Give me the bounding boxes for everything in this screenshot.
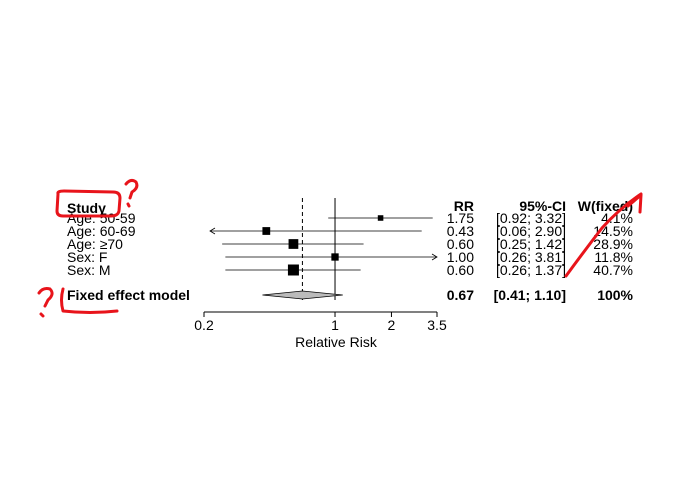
study-weight: 28.9%: [593, 236, 633, 252]
pooled-rr: 0.67: [447, 287, 474, 303]
study-weight: 11.8%: [594, 249, 633, 265]
study-rr: 0.43: [447, 223, 474, 239]
header-study: Study: [67, 200, 106, 216]
study-header-box: [55, 189, 122, 218]
question-mark-study: [124, 178, 139, 200]
study-rr: 0.60: [447, 262, 474, 278]
study-ci: [0.06; 2.90]: [496, 223, 566, 239]
study-rr: 1.00: [447, 249, 474, 265]
x-axis-label: Relative Risk: [295, 334, 378, 350]
x-tick-label: 0.2: [194, 317, 214, 333]
study-rr: 1.75: [447, 210, 474, 226]
study-row: Sex: F 1.00 [0.26; 3.81] 11.8%: [67, 249, 633, 265]
question-mark-fixed-effect: [37, 287, 54, 308]
study-label: Sex: M: [67, 262, 111, 278]
header-ci: 95%-CI: [519, 198, 566, 214]
study-label: Age: ≥70: [67, 236, 123, 252]
pooled-label: Fixed effect model: [67, 287, 190, 303]
study-rows: Age: 50-59 1.75 [0.92; 3.32] 4.1%Age: 60-69…: [67, 210, 633, 278]
study-weight: 40.7%: [593, 262, 633, 278]
x-tick-label: 1: [331, 317, 339, 333]
study-row: Sex: M 0.60 [0.26; 1.37] 40.7%: [67, 262, 633, 278]
point-estimate-square: [287, 264, 299, 276]
point-estimate-square: [377, 215, 384, 221]
ci-left-arrow: [209, 227, 216, 235]
question-mark-fixed-effect-dot: [39, 312, 45, 318]
study-ci: [0.25; 1.42]: [496, 236, 566, 252]
fixed-effect-underline: [60, 287, 119, 314]
weight-column-strike-tip: [626, 193, 643, 214]
weight-column-strike: [564, 192, 643, 278]
study-ci: [0.26; 3.81]: [496, 249, 566, 265]
study-ci: [0.92; 3.32]: [496, 210, 566, 226]
study-label: Sex: F: [67, 249, 107, 265]
header-rr: RR: [454, 198, 474, 214]
study-label: Age: 60-69: [67, 223, 136, 239]
pooled-ci: [0.41; 1.10]: [494, 287, 566, 303]
study-row: Age: 50-59 1.75 [0.92; 3.32] 4.1%: [67, 210, 633, 226]
study-rr: 0.60: [447, 236, 474, 252]
pooled-diamond: [262, 290, 343, 300]
red-annotations: [37, 178, 643, 318]
question-mark-study-dot: [126, 202, 131, 208]
pooled-weight: 100%: [597, 287, 633, 303]
study-ci: [0.26; 1.37]: [496, 262, 566, 278]
point-estimate-square: [262, 227, 271, 235]
x-tick-label: 3.5: [427, 317, 447, 333]
x-axis-ticks: 0.2 1 2 3.5: [194, 312, 447, 333]
x-tick-label: 2: [388, 317, 396, 333]
point-estimate-square: [331, 253, 339, 261]
ci-right-arrow: [431, 253, 438, 261]
point-estimate-square: [288, 239, 299, 249]
study-row: Age: ≥70 0.60 [0.25; 1.42] 28.9%: [67, 236, 633, 252]
